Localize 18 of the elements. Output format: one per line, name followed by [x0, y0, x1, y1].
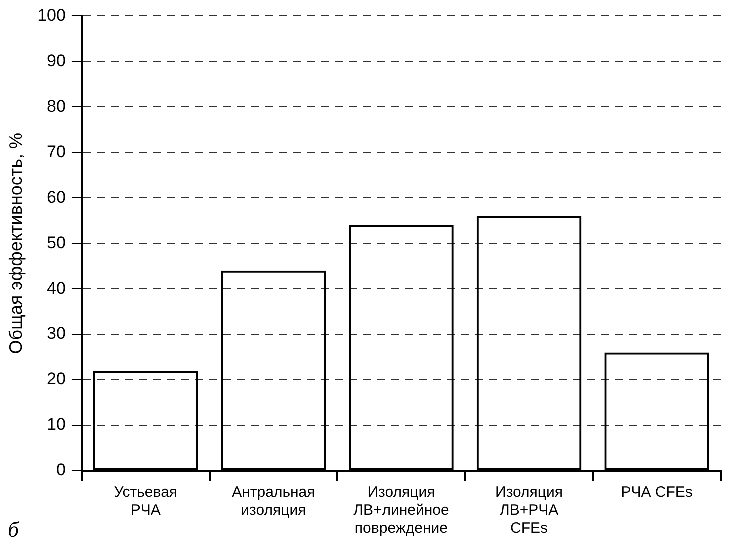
x-tick-label: Антральная изоляция [232, 484, 316, 520]
y-tick-label: 20 [47, 370, 66, 389]
y-tick-label: 70 [47, 142, 66, 162]
x-tick-label: Изоляция ЛВ+линейное повреждение [354, 484, 450, 538]
y-tick-label: 50 [47, 233, 66, 252]
y-tick-label: 30 [47, 324, 66, 344]
y-tick-label: 10 [47, 415, 66, 434]
x-tick-label: Изоляция ЛВ+РЧА CFEs [496, 484, 564, 538]
y-axis-title: Общая эффективность, % [6, 132, 26, 354]
x-tick-label: РЧА CFEs [621, 484, 693, 502]
x-tick-label: Устьевая РЧА [114, 484, 178, 520]
y-tick-label: 80 [47, 96, 66, 116]
text: б [8, 517, 20, 543]
y-tick-label: 40 [47, 278, 66, 298]
y-tick-label: 0 [56, 460, 66, 480]
y-tick-label: 60 [47, 188, 66, 207]
y-tick-label: 90 [47, 51, 66, 70]
y-tick-label: 100 [38, 6, 66, 25]
